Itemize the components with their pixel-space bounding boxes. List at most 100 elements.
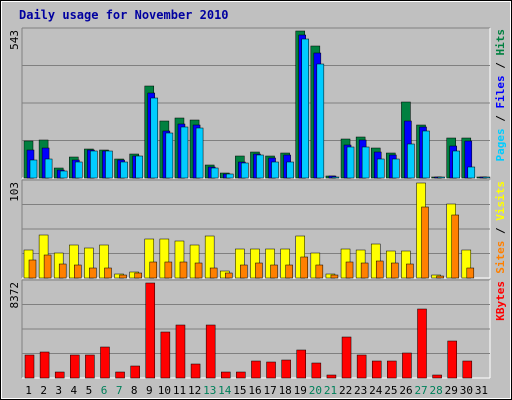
bar-pages-day-31 <box>482 176 491 179</box>
bar-kbytes-day-18 <box>281 359 291 379</box>
bar-visits-day-10 <box>159 238 170 279</box>
bar-pages-day-25 <box>392 158 400 179</box>
bar-kbytes-day-1 <box>24 354 35 379</box>
legend-entry: / <box>494 221 507 241</box>
bar-visits-day-18 <box>280 248 290 279</box>
bar-kbytes-day-5 <box>85 354 95 379</box>
x-tick-label: 3 <box>55 384 62 397</box>
bar-pages-day-17 <box>271 161 279 179</box>
x-tick-label: 17 <box>263 384 276 397</box>
bar-kbytes-day-12 <box>190 363 201 379</box>
bar-kbytes-day-13 <box>205 324 216 379</box>
bar-pages-day-23 <box>361 146 370 179</box>
bar-pages-day-4 <box>75 161 83 179</box>
bar-sites-day-12 <box>194 262 203 279</box>
x-tick-label: 8 <box>131 384 138 397</box>
bar-kbytes-day-8 <box>130 365 140 379</box>
bar-sites-day-8 <box>134 272 142 279</box>
bar-pages-day-19 <box>301 38 309 179</box>
bar-sites-day-13 <box>209 267 218 279</box>
bar-sites-day-17 <box>270 264 278 279</box>
bar-sites-day-3 <box>58 263 67 279</box>
x-tick-label: 27 <box>414 384 427 397</box>
bar-pages-day-2 <box>44 158 53 179</box>
bar-kbytes-day-22 <box>341 336 352 379</box>
bar-kbytes-day-10 <box>160 331 171 379</box>
bar-sites-day-29 <box>451 214 459 279</box>
x-tick-label: 24 <box>369 384 383 397</box>
legend-entry: Hits <box>494 29 507 56</box>
bar-kbytes-day-19 <box>296 349 306 379</box>
legend-entry: KBytes <box>494 281 507 321</box>
x-tick-label: 30 <box>460 384 473 397</box>
x-tick-label: 31 <box>475 384 488 397</box>
bar-sites-day-24 <box>375 260 384 279</box>
bar-visits-day-4 <box>69 244 79 279</box>
bar-sites-day-11 <box>179 261 188 279</box>
bar-kbytes-day-30 <box>462 360 473 379</box>
x-tick-label: 20 <box>309 384 322 397</box>
bar-sites-day-15 <box>240 264 248 279</box>
bar-visits-day-13 <box>204 235 215 279</box>
x-tick-label: 11 <box>173 384 186 397</box>
bar-kbytes-day-17 <box>266 361 276 379</box>
panel-pages-files-hits-max-label: 543 <box>8 30 21 50</box>
bar-pages-day-7 <box>120 161 128 179</box>
bar-pages-day-16 <box>256 154 264 179</box>
bar-sites-day-20 <box>315 264 324 279</box>
legend-entry: Sites <box>494 241 507 274</box>
panel-kbytes-max-label: 8372 <box>8 282 21 309</box>
panel-pages-files-hits-legend: Pages / Files / Hits <box>494 29 507 162</box>
bar-kbytes-day-21 <box>326 374 337 379</box>
bar-sites-day-9 <box>149 261 158 279</box>
bar-sites-day-27 <box>421 206 429 279</box>
x-tick-label: 5 <box>86 384 93 397</box>
legend-entry: Files <box>494 75 507 108</box>
bar-sites-day-23 <box>360 262 369 279</box>
bar-visits-day-9 <box>144 238 155 279</box>
bar-sites-day-25 <box>391 262 399 279</box>
bar-pages-day-28 <box>437 176 445 179</box>
bar-pages-day-5 <box>90 150 98 179</box>
x-tick-label: 12 <box>188 384 201 397</box>
bar-kbytes-day-2 <box>39 351 50 379</box>
bar-kbytes-day-27 <box>417 308 427 379</box>
panel-visits-sites-max-label: 103 <box>8 182 21 202</box>
bar-visits-day-15 <box>235 248 245 279</box>
bar-pages-day-13 <box>210 167 219 179</box>
bar-kbytes-day-23 <box>356 354 367 379</box>
bar-pages-day-24 <box>376 158 385 179</box>
x-tick-label: 14 <box>218 384 232 397</box>
bar-kbytes-day-28 <box>432 374 442 379</box>
bar-pages-day-30 <box>467 166 476 179</box>
bar-visits-day-30 <box>461 249 472 279</box>
bar-pages-day-3 <box>59 170 68 179</box>
bar-sites-day-2 <box>43 254 52 279</box>
bar-pages-day-9 <box>150 97 159 179</box>
bar-kbytes-day-9 <box>145 282 156 379</box>
bar-kbytes-day-14 <box>221 371 231 379</box>
bar-sites-day-6 <box>104 267 112 279</box>
bar-pages-day-12 <box>195 127 204 179</box>
x-tick-label: 6 <box>101 384 108 397</box>
bar-kbytes-day-26 <box>402 352 412 379</box>
bar-visits-day-11 <box>174 240 185 279</box>
x-tick-label: 23 <box>354 384 367 397</box>
bar-kbytes-day-16 <box>251 360 261 379</box>
bar-kbytes-day-29 <box>447 340 457 379</box>
x-tick-label: 18 <box>279 384 292 397</box>
bar-sites-day-7 <box>119 274 127 279</box>
bar-sites-day-18 <box>285 264 293 279</box>
bar-pages-day-14 <box>226 173 234 179</box>
bar-kbytes-day-24 <box>371 360 382 379</box>
x-tick-label: 29 <box>445 384 458 397</box>
bar-sites-day-1 <box>28 259 37 279</box>
x-tick-label: 2 <box>40 384 47 397</box>
bar-kbytes-day-25 <box>387 360 397 379</box>
x-tick-label: 21 <box>324 384 337 397</box>
bar-pages-day-11 <box>180 126 189 179</box>
x-tick-label: 28 <box>430 384 443 397</box>
bar-sites-day-21 <box>330 274 339 279</box>
bar-kbytes-day-11 <box>175 324 186 379</box>
